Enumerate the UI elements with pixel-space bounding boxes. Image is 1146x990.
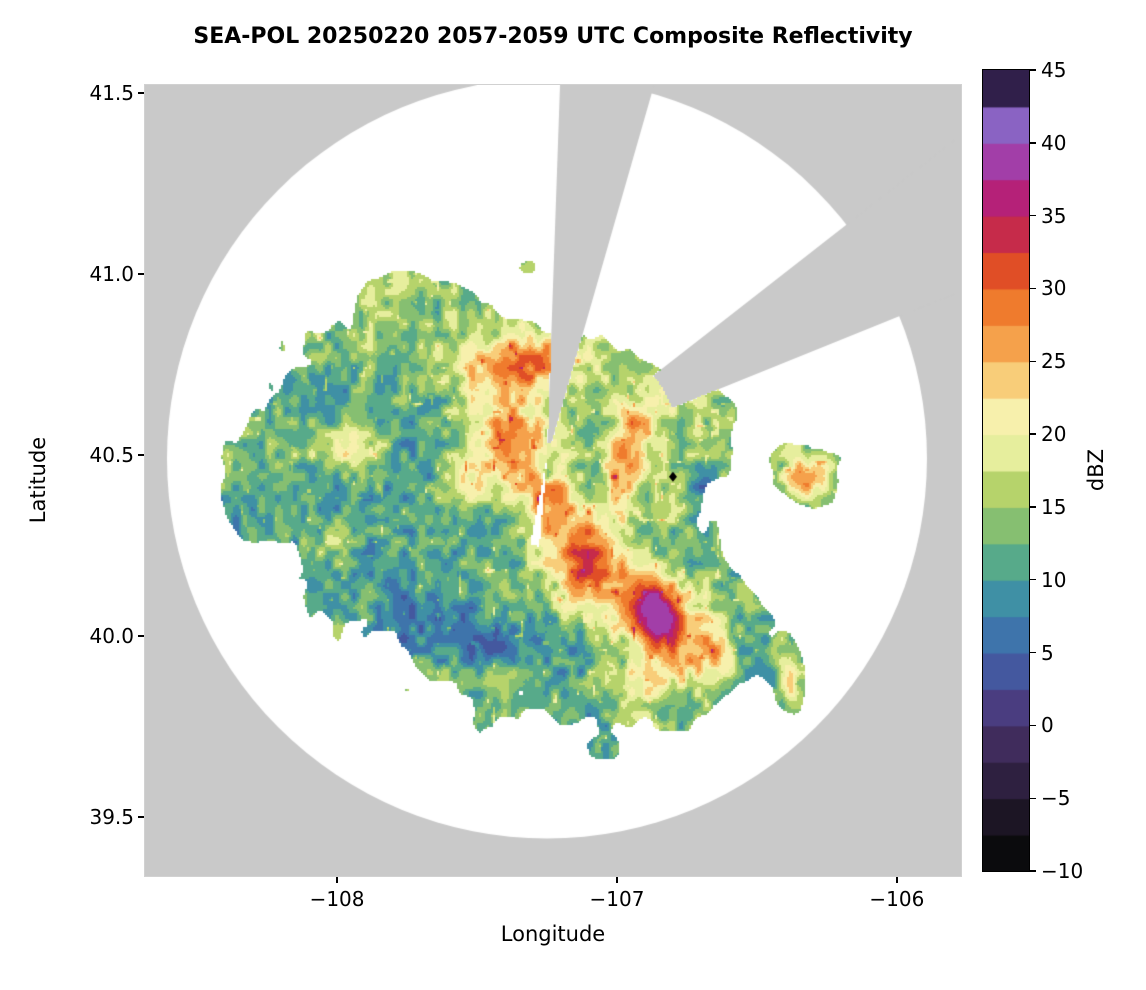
y-tick-mark [138,273,144,275]
colorbar-tick-label: 30 [1041,276,1067,301]
colorbar-tick-label: −10 [1041,859,1084,883]
y-tick-mark [138,454,144,456]
colorbar-tick-label: −5 [1041,786,1071,811]
colorbar-tick-mark [1030,651,1036,654]
colorbar-gradient [982,69,1030,872]
y-tick-label: 41.0 [89,261,134,286]
colorbar-tick-label: 25 [1041,349,1067,374]
colorbar-tick-mark [1030,360,1036,362]
colorbar-tick-label: 20 [1041,422,1067,447]
colorbar-tick-mark [1030,69,1036,71]
x-tick-mark [336,877,338,883]
colorbar-tick-mark [1030,797,1036,799]
colorbar-tick-mark [1030,287,1036,290]
colorbar-tick-label: 35 [1041,203,1067,228]
colorbar-label: dBZ [1084,448,1108,492]
colorbar-tick-mark [1030,579,1036,581]
x-tick-label: −108 [309,887,365,911]
y-tick-mark [138,92,144,94]
y-tick-mark [138,816,144,818]
colorbar-tick-label: 10 [1041,567,1067,592]
y-tick-label: 40.5 [89,442,134,467]
colorbar-tick-mark [1030,870,1036,872]
chart-title: SEA-POL 20250220 2057-2059 UTC Composite… [193,24,913,49]
colorbar-tick-label: 0 [1041,713,1054,738]
colorbar-tick-label: 15 [1041,494,1067,519]
colorbar-tick-mark [1030,142,1036,144]
colorbar-tick-mark [1030,724,1036,727]
colorbar-tick-mark [1030,433,1036,435]
y-tick-label: 41.5 [89,80,134,105]
colorbar-tick-label: 40 [1041,130,1067,155]
y-tick-label: 40.0 [89,623,134,648]
x-tick-label: −106 [869,887,925,911]
colorbar-tick-mark [1030,506,1036,508]
x-tick-mark [616,877,618,883]
colorbar-tick-mark [1030,215,1036,217]
x-tick-label: −107 [589,887,645,911]
radar-map-canvas [144,84,962,877]
colorbar-tick-label: 45 [1041,58,1067,82]
colorbar-tick-label: 5 [1041,640,1054,665]
y-tick-label: 39.5 [89,804,134,829]
y-tick-mark [138,635,144,637]
x-tick-mark [896,877,898,883]
x-axis-label: Longitude [500,922,606,946]
